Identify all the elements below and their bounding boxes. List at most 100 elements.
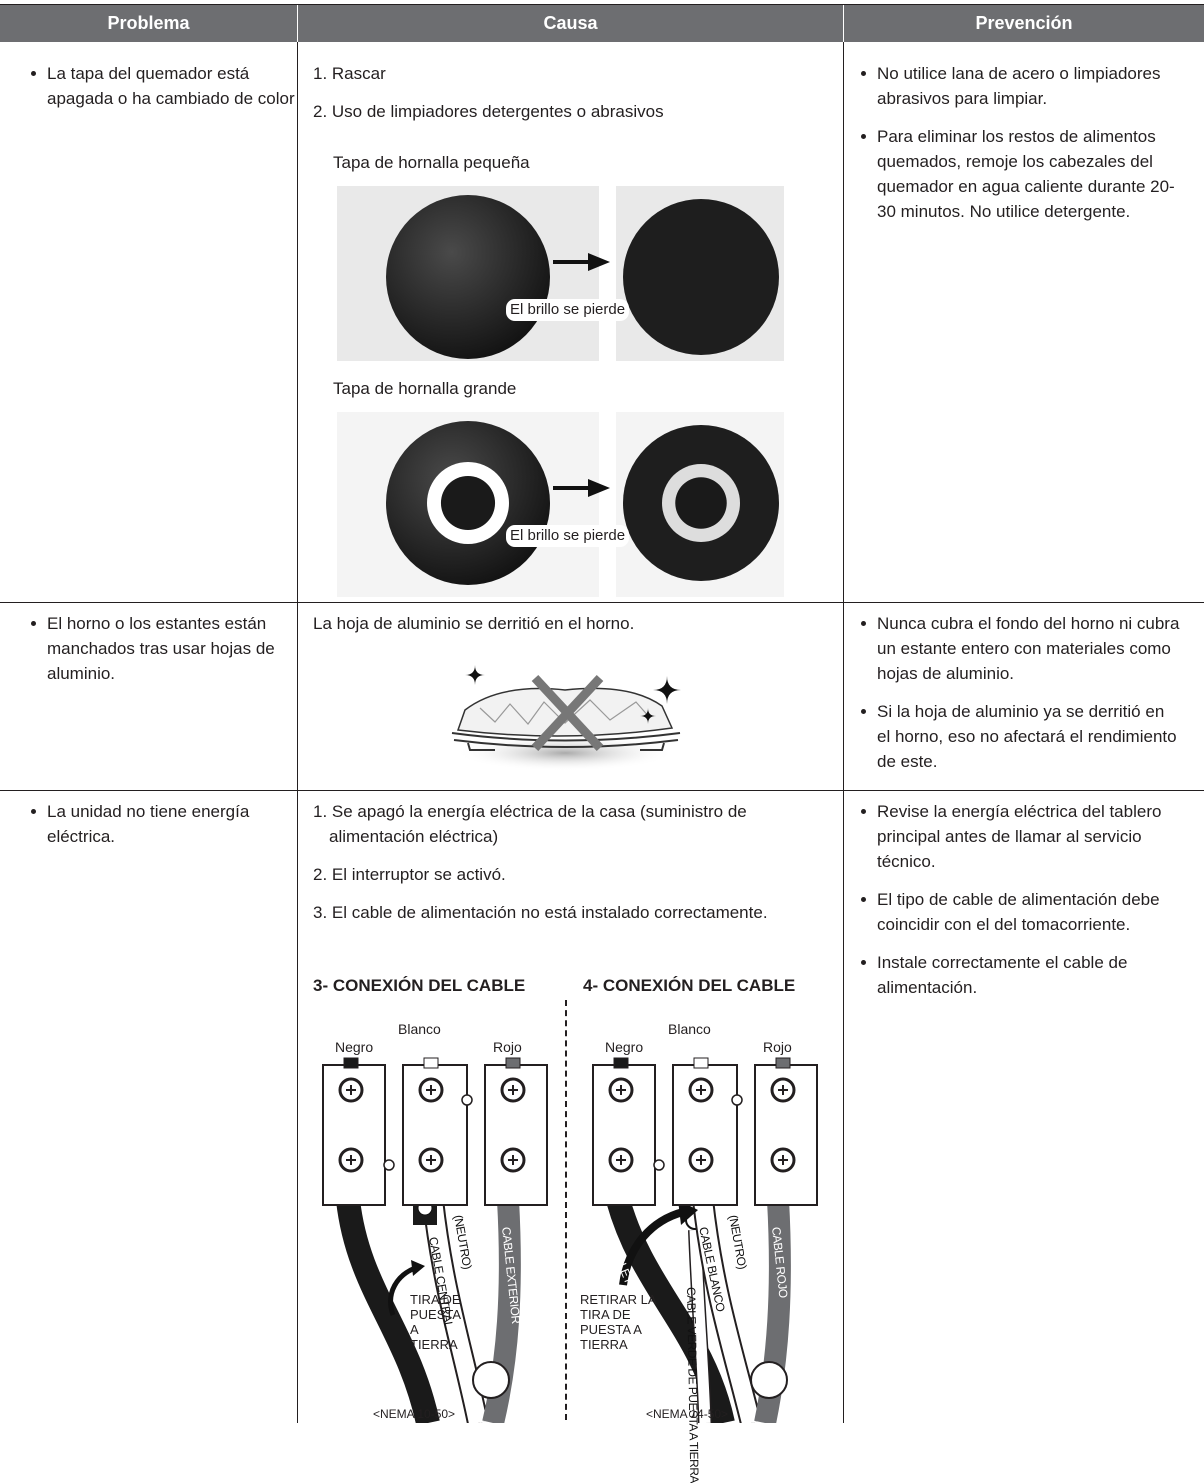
screw-slot: [696, 1155, 706, 1165]
wiring-diagram: [322, 1057, 548, 1423]
page: Problema Causa Prevención La tapa del quema…: [0, 4, 1204, 1483]
terminal-label: Rojo: [493, 1039, 522, 1055]
bullet: [861, 709, 866, 714]
problem-text: La unidad no tiene energía eléctrica.: [47, 802, 250, 846]
hole: [653, 1159, 665, 1171]
text-list: La hoja de aluminio se derritió en el ho…: [313, 611, 828, 649]
terminal-label: Blanco: [398, 1021, 441, 1037]
hole: [383, 1159, 395, 1171]
terminal-lug: [775, 1057, 791, 1069]
terminal-lug: [693, 1057, 709, 1069]
row-divider: [0, 790, 1204, 791]
cable: [336, 1198, 440, 1423]
screw-slot: [346, 1155, 356, 1165]
bullet: [861, 134, 866, 139]
hole: [461, 1094, 473, 1106]
cap-center: [675, 477, 727, 529]
terminal-lug: [343, 1057, 359, 1069]
bullet: [861, 621, 866, 626]
list-item: El tipo de cable de alimentación debe co…: [860, 887, 1180, 937]
item-text: Para eliminar los restos de alimentos qu…: [877, 127, 1175, 221]
column-header: Causa: [298, 5, 843, 42]
bullet: [861, 809, 866, 814]
screw-slot: [616, 1155, 626, 1165]
cap-center: [440, 475, 496, 531]
arrow: [619, 1208, 685, 1286]
bullet: [31, 621, 36, 626]
list-item: 2. Uso de limpiadores detergentes o abra…: [313, 99, 828, 124]
sparkle: [640, 708, 656, 724]
screw-slot: [778, 1085, 788, 1095]
diagram-title: 4- CONEXIÓN DEL CABLE: [583, 976, 796, 995]
shadow: [455, 735, 675, 771]
diagram-separator: [565, 1000, 567, 1420]
terminal-label: Negro: [335, 1039, 374, 1055]
strap-label: TIRA DE PUESTA A TIERRA: [410, 1292, 461, 1352]
arrow-head: [411, 1260, 425, 1276]
screw-slot: [508, 1085, 518, 1095]
arrow: [388, 1265, 417, 1316]
problem: La tapa del quemador está apagada o ha c…: [30, 61, 297, 111]
bullet: [861, 71, 866, 76]
item-text: Revise la energía eléctrica del tablero …: [877, 802, 1162, 871]
screw-slot: [426, 1155, 436, 1165]
bullet: [861, 897, 866, 902]
cross: [531, 674, 604, 752]
wiring-diagram: [592, 1057, 818, 1423]
burner-cap: [623, 199, 779, 355]
text-list: Revise la energía eléctrica del tablero …: [860, 799, 1180, 1013]
bullet: [31, 809, 36, 814]
item-text: La hoja de aluminio se derritió en el ho…: [313, 614, 635, 633]
rack-feet: [467, 742, 665, 751]
item-text: Nunca cubra el fondo del horno ni cubra …: [877, 614, 1180, 683]
figure-caption: Tapa de hornalla pequeña: [333, 153, 530, 172]
item-text: 3. El cable de alimentación no está inst…: [313, 903, 768, 922]
cable: [754, 1199, 791, 1423]
arrow-head: [678, 1200, 698, 1225]
terminal-lug: [423, 1057, 439, 1069]
arrow-head: [588, 253, 610, 271]
column-header: Problema: [0, 5, 297, 42]
problem: La unidad no tiene energía eléctrica.: [30, 799, 297, 849]
text-list: Nunca cubra el fondo del horno ni cubra …: [860, 611, 1180, 787]
burner-cap-figure: [337, 186, 784, 361]
cable: [689, 1229, 711, 1423]
problem: El horno o los estantes están manchados …: [30, 611, 297, 686]
text-list: No utilice lana de acero o limpiadores a…: [860, 61, 1180, 237]
screw-slot: [778, 1155, 788, 1165]
list-item: 2. El interruptor se activó.: [313, 862, 828, 887]
outlet: [750, 1361, 788, 1399]
column-divider: [297, 42, 298, 1423]
column-header: Prevención: [844, 5, 1204, 42]
top-rule: [0, 4, 1204, 5]
screw-slot: [346, 1085, 356, 1095]
item-text: El tipo de cable de alimentación debe co…: [877, 890, 1160, 934]
list-item: La hoja de aluminio se derritió en el ho…: [313, 611, 828, 636]
sparkle: [465, 665, 485, 685]
item-text: Instale correctamente el cable de alimen…: [877, 953, 1128, 997]
item-text: 2. Uso de limpiadores detergentes o abra…: [313, 102, 664, 121]
problem-text: La tapa del quemador está apagada o ha c…: [47, 64, 295, 108]
outlet: [472, 1361, 510, 1399]
list-item: Si la hoja de aluminio ya se derritió en…: [860, 699, 1180, 774]
terminal-label: Rojo: [763, 1039, 792, 1055]
cable: [482, 1199, 521, 1423]
bullet: [31, 71, 36, 76]
strap-label: RETIRAR LA TIRA DE PUESTA A TIERRA: [580, 1292, 656, 1352]
hole: [731, 1094, 743, 1106]
cable: [424, 1199, 487, 1423]
item-text: No utilice lana de acero o limpiadores a…: [877, 64, 1161, 108]
figure-note: El brillo se pierde: [506, 525, 630, 547]
problem-text: El horno o los estantes están manchados …: [47, 614, 275, 683]
screw-slot: [508, 1155, 518, 1165]
list-item: 1. Se apagó la energía eléctrica de la c…: [313, 799, 828, 849]
list-item: No utilice lana de acero o limpiadores a…: [860, 61, 1180, 111]
screw-slot: [696, 1085, 706, 1095]
terminal-label: Negro: [605, 1039, 644, 1055]
terminal-label: Blanco: [668, 1021, 711, 1037]
outlet-label: <NEMA 14-50>: [646, 1407, 729, 1421]
text-list: 1. Rascar 2. Uso de limpiadores detergent…: [313, 61, 828, 137]
screw-slot: [426, 1085, 436, 1095]
terminal-lug: [613, 1057, 629, 1069]
terminal-lug: [505, 1057, 521, 1069]
